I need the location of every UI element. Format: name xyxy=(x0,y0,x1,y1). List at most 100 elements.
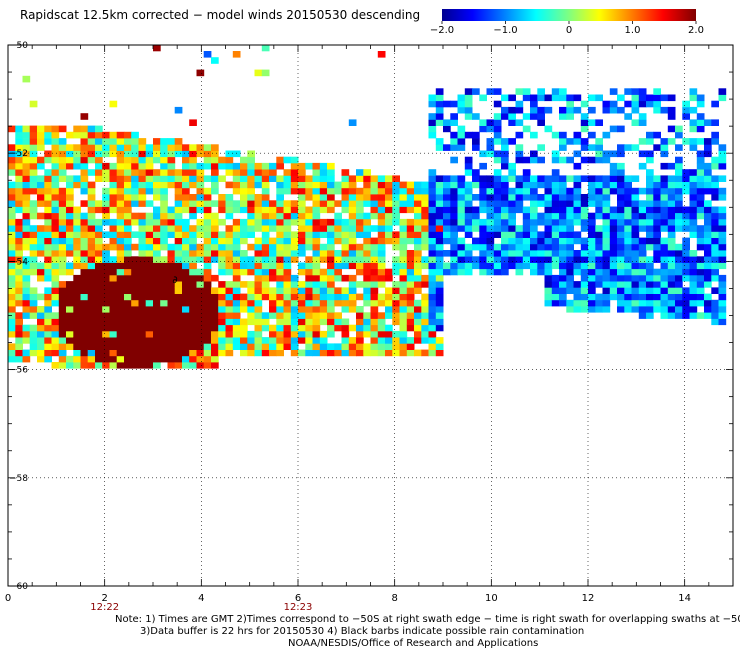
heatmap-cell xyxy=(174,349,183,357)
heatmap-cell xyxy=(44,343,52,350)
heatmap-cell xyxy=(530,200,538,207)
heatmap-cell xyxy=(356,212,364,220)
heatmap-cell xyxy=(392,337,400,344)
heatmap-cell xyxy=(174,225,183,232)
heatmap-cell xyxy=(182,299,190,307)
heatmap-cell xyxy=(385,175,393,182)
heatmap-cell xyxy=(276,349,284,357)
heatmap-cell xyxy=(283,318,292,326)
heatmap-cell xyxy=(276,250,284,257)
heatmap-cell xyxy=(421,324,429,332)
heatmap-cell xyxy=(370,299,379,307)
heatmap-cell xyxy=(602,237,611,245)
heatmap-cell xyxy=(646,225,654,232)
heatmap-cell xyxy=(370,250,379,257)
heatmap-cell xyxy=(457,131,466,139)
heatmap-cell xyxy=(51,131,60,139)
heatmap-cell xyxy=(385,206,393,214)
heatmap-cell xyxy=(269,262,277,270)
heatmap-cell xyxy=(203,162,212,170)
heatmap-cell xyxy=(544,274,553,282)
heatmap-cell xyxy=(22,162,31,170)
heatmap-cell xyxy=(124,256,132,263)
heatmap-cell xyxy=(22,75,31,83)
heatmap-cell xyxy=(464,113,473,120)
heatmap-cell xyxy=(95,349,103,357)
heatmap-cell xyxy=(269,337,277,344)
heatmap-cell xyxy=(653,243,661,251)
colorbar-tick-label: 1.0 xyxy=(625,25,641,36)
heatmap-cell xyxy=(544,175,553,182)
heatmap-cell xyxy=(8,144,16,151)
heatmap-cell xyxy=(167,362,176,369)
heatmap-cell xyxy=(522,250,531,257)
heatmap-cell xyxy=(551,131,560,139)
heatmap-cell xyxy=(428,206,437,214)
heatmap-cell xyxy=(377,231,386,238)
heatmap-cell xyxy=(457,138,466,145)
heatmap-cell xyxy=(356,293,364,301)
heatmap-cell xyxy=(196,194,205,201)
heatmap-cell xyxy=(696,287,705,294)
heatmap-cell xyxy=(348,212,357,220)
heatmap-cell xyxy=(631,106,640,114)
heatmap-cell xyxy=(580,100,589,108)
heatmap-cell xyxy=(704,250,712,257)
heatmap-cell xyxy=(225,200,234,207)
heatmap-cell xyxy=(472,169,480,176)
heatmap-cell xyxy=(22,156,31,164)
heatmap-cell xyxy=(8,355,16,363)
heatmap-cell xyxy=(312,343,321,350)
heatmap-cell xyxy=(102,243,110,251)
heatmap-cell xyxy=(377,225,386,232)
heatmap-cell xyxy=(73,330,81,338)
heatmap-cell xyxy=(196,69,205,77)
heatmap-cell xyxy=(102,299,110,307)
heatmap-cell xyxy=(334,268,342,276)
heatmap-cell xyxy=(80,281,89,288)
heatmap-cell xyxy=(573,293,582,301)
heatmap-cell xyxy=(203,299,212,307)
heatmap-cell xyxy=(254,293,263,301)
heatmap-cell xyxy=(124,343,132,350)
heatmap-cell xyxy=(363,293,371,301)
heatmap-cell xyxy=(551,181,560,189)
heatmap-cell xyxy=(370,343,379,350)
heatmap-cell xyxy=(95,125,103,133)
heatmap-cell xyxy=(609,100,618,108)
heatmap-cell xyxy=(203,206,212,214)
heatmap-cell xyxy=(370,200,379,207)
heatmap-cell xyxy=(95,268,103,276)
heatmap-cell xyxy=(254,268,263,276)
heatmap-cell xyxy=(196,312,205,319)
heatmap-cell xyxy=(109,293,118,301)
heatmap-cell xyxy=(435,268,444,276)
heatmap-cell xyxy=(22,262,31,270)
heatmap-cell xyxy=(51,268,60,276)
heatmap-cell xyxy=(240,324,248,332)
heatmap-cell xyxy=(406,281,415,288)
heatmap-cell xyxy=(22,144,31,151)
heatmap-cell xyxy=(319,231,328,238)
colorbar: −2.0 −1.0 0 1.0 2.0 xyxy=(430,9,704,36)
heatmap-cell xyxy=(370,268,379,276)
heatmap-cell xyxy=(87,293,96,301)
heatmap-cell xyxy=(167,156,176,164)
heatmap-cell xyxy=(479,187,487,195)
heatmap-cell xyxy=(196,250,205,257)
heatmap-cell xyxy=(131,243,139,251)
heatmap-cell xyxy=(95,162,103,170)
heatmap-cell xyxy=(624,231,632,238)
heatmap-cell xyxy=(174,181,183,189)
heatmap-cell xyxy=(182,144,190,151)
heatmap-cell xyxy=(638,281,647,288)
heatmap-cell xyxy=(254,169,263,176)
heatmap-cell xyxy=(80,256,89,263)
heatmap-cell xyxy=(15,125,23,133)
heatmap-cell xyxy=(559,144,567,151)
heatmap-cell xyxy=(406,181,415,189)
heatmap-cell xyxy=(595,256,603,263)
heatmap-cell xyxy=(196,299,205,307)
heatmap-cell xyxy=(305,206,313,214)
heatmap-cell xyxy=(435,218,444,226)
